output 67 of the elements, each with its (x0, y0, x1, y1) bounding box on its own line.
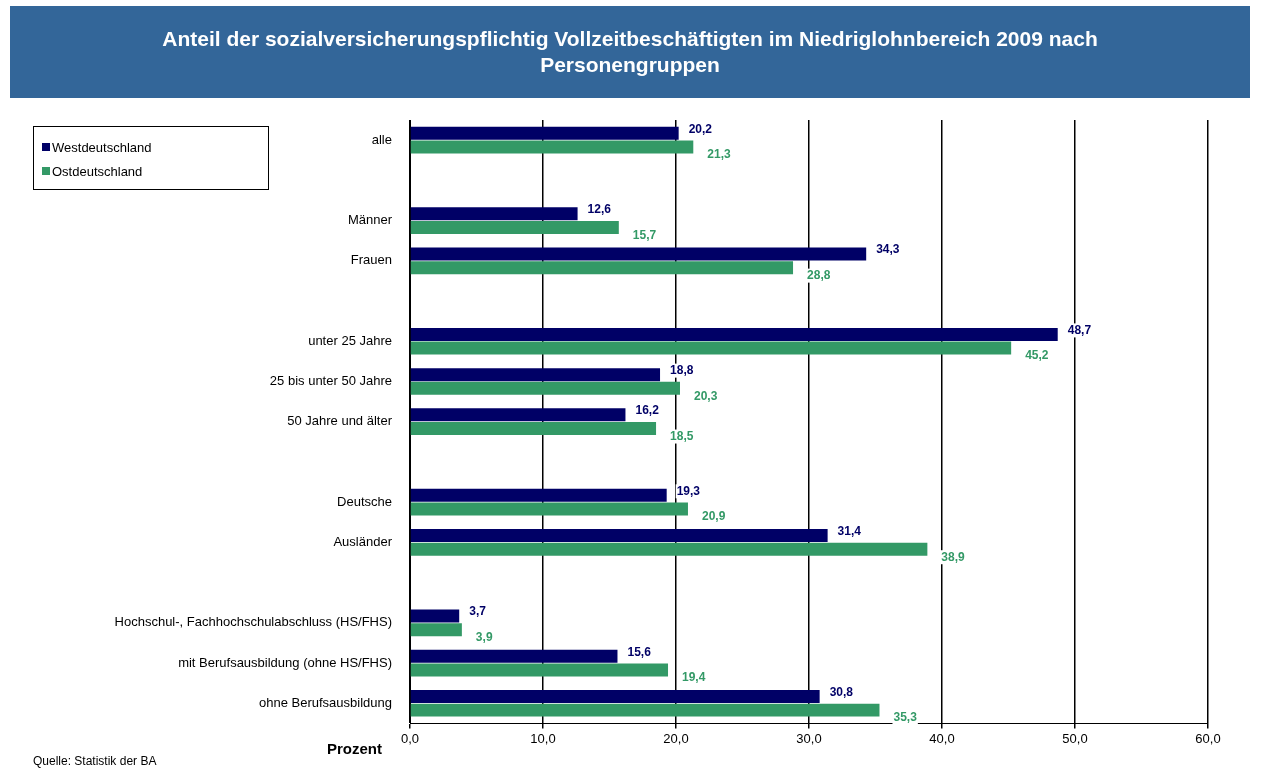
bar (410, 408, 626, 422)
x-tick-label: 40,0 (929, 730, 955, 746)
y-tick-label: mit Berufsausbildung (ohne HS/FHS) (178, 654, 392, 670)
y-tick-label: Hochschul-, Fachhochschulabschluss (HS/FHS) (114, 614, 392, 630)
data-label: 20,2 (688, 121, 713, 136)
data-label: 21,3 (707, 147, 731, 162)
data-label: 20,3 (693, 388, 718, 403)
x-axis-title: Prozent (326, 739, 382, 757)
bar (410, 327, 1058, 341)
bar (410, 529, 828, 543)
y-tick-label: Frauen (350, 252, 392, 268)
bar (410, 663, 669, 677)
data-label: 30,8 (829, 684, 854, 699)
bar (410, 488, 667, 502)
data-label: 16,2 (635, 403, 660, 418)
y-tick-label: ohne Berufsausbildung (259, 694, 392, 710)
source-note: Quelle: Statistik der BA (33, 754, 157, 768)
data-label: 15,7 (632, 227, 657, 242)
data-label: 34,3 (876, 242, 900, 257)
bar (410, 140, 694, 154)
y-tick-label: unter 25 Jahre (308, 332, 392, 348)
y-tick-label: 50 Jahre und älter (287, 413, 393, 429)
bar (410, 368, 661, 382)
data-label: 15,6 (627, 644, 652, 659)
data-label: 12,6 (587, 202, 612, 217)
data-label: 18,8 (670, 362, 694, 377)
bar (410, 542, 928, 556)
y-tick-label: Deutsche (337, 493, 392, 509)
data-label: 28,8 (807, 267, 831, 282)
y-tick-label: Ausländer (333, 533, 393, 549)
bar (410, 649, 618, 663)
bar (410, 381, 680, 395)
data-label: 45,2 (1025, 348, 1049, 363)
chart-title: Anteil der sozialversicherungspflichtig Vollzeitbeschäftigten im Niedriglohnbereich 2009 nach Personengruppen (10, 6, 1250, 98)
x-tick-label: 30,0 (796, 730, 822, 746)
y-tick-label: 25 bis unter 50 Jahre (269, 373, 392, 389)
data-label: 3,9 (475, 629, 493, 644)
data-label: 19,4 (682, 670, 706, 685)
legend-label: Ostdeutschland (52, 163, 143, 179)
bar (410, 502, 688, 516)
bar (410, 689, 820, 703)
x-tick-label: 60,0 (1195, 730, 1221, 746)
bar (410, 341, 1012, 355)
bar (410, 126, 679, 140)
y-tick-label: alle (371, 131, 392, 147)
data-label: 3,7 (469, 604, 487, 619)
data-label: 38,9 (941, 549, 966, 564)
data-label: 18,5 (670, 428, 694, 443)
legend-label: Westdeutschland (52, 139, 152, 155)
data-label: 19,3 (676, 483, 701, 498)
bar (410, 623, 462, 637)
bar (410, 261, 794, 275)
bar (410, 703, 880, 717)
data-label: 20,9 (701, 509, 726, 524)
x-tick-label: 20,0 (663, 730, 689, 746)
bar (410, 422, 657, 436)
bar (410, 609, 460, 623)
data-label: 48,7 (1067, 322, 1092, 337)
data-label: 31,4 (837, 523, 862, 538)
x-tick-label: 0,0 (400, 730, 420, 746)
bar (410, 220, 619, 234)
x-tick-label: 50,0 (1062, 730, 1088, 746)
y-tick-label: Männer (347, 212, 393, 228)
bar (410, 247, 867, 261)
x-tick-label: 10,0 (530, 730, 556, 746)
bar (410, 207, 578, 221)
data-label: 35,3 (893, 710, 918, 725)
